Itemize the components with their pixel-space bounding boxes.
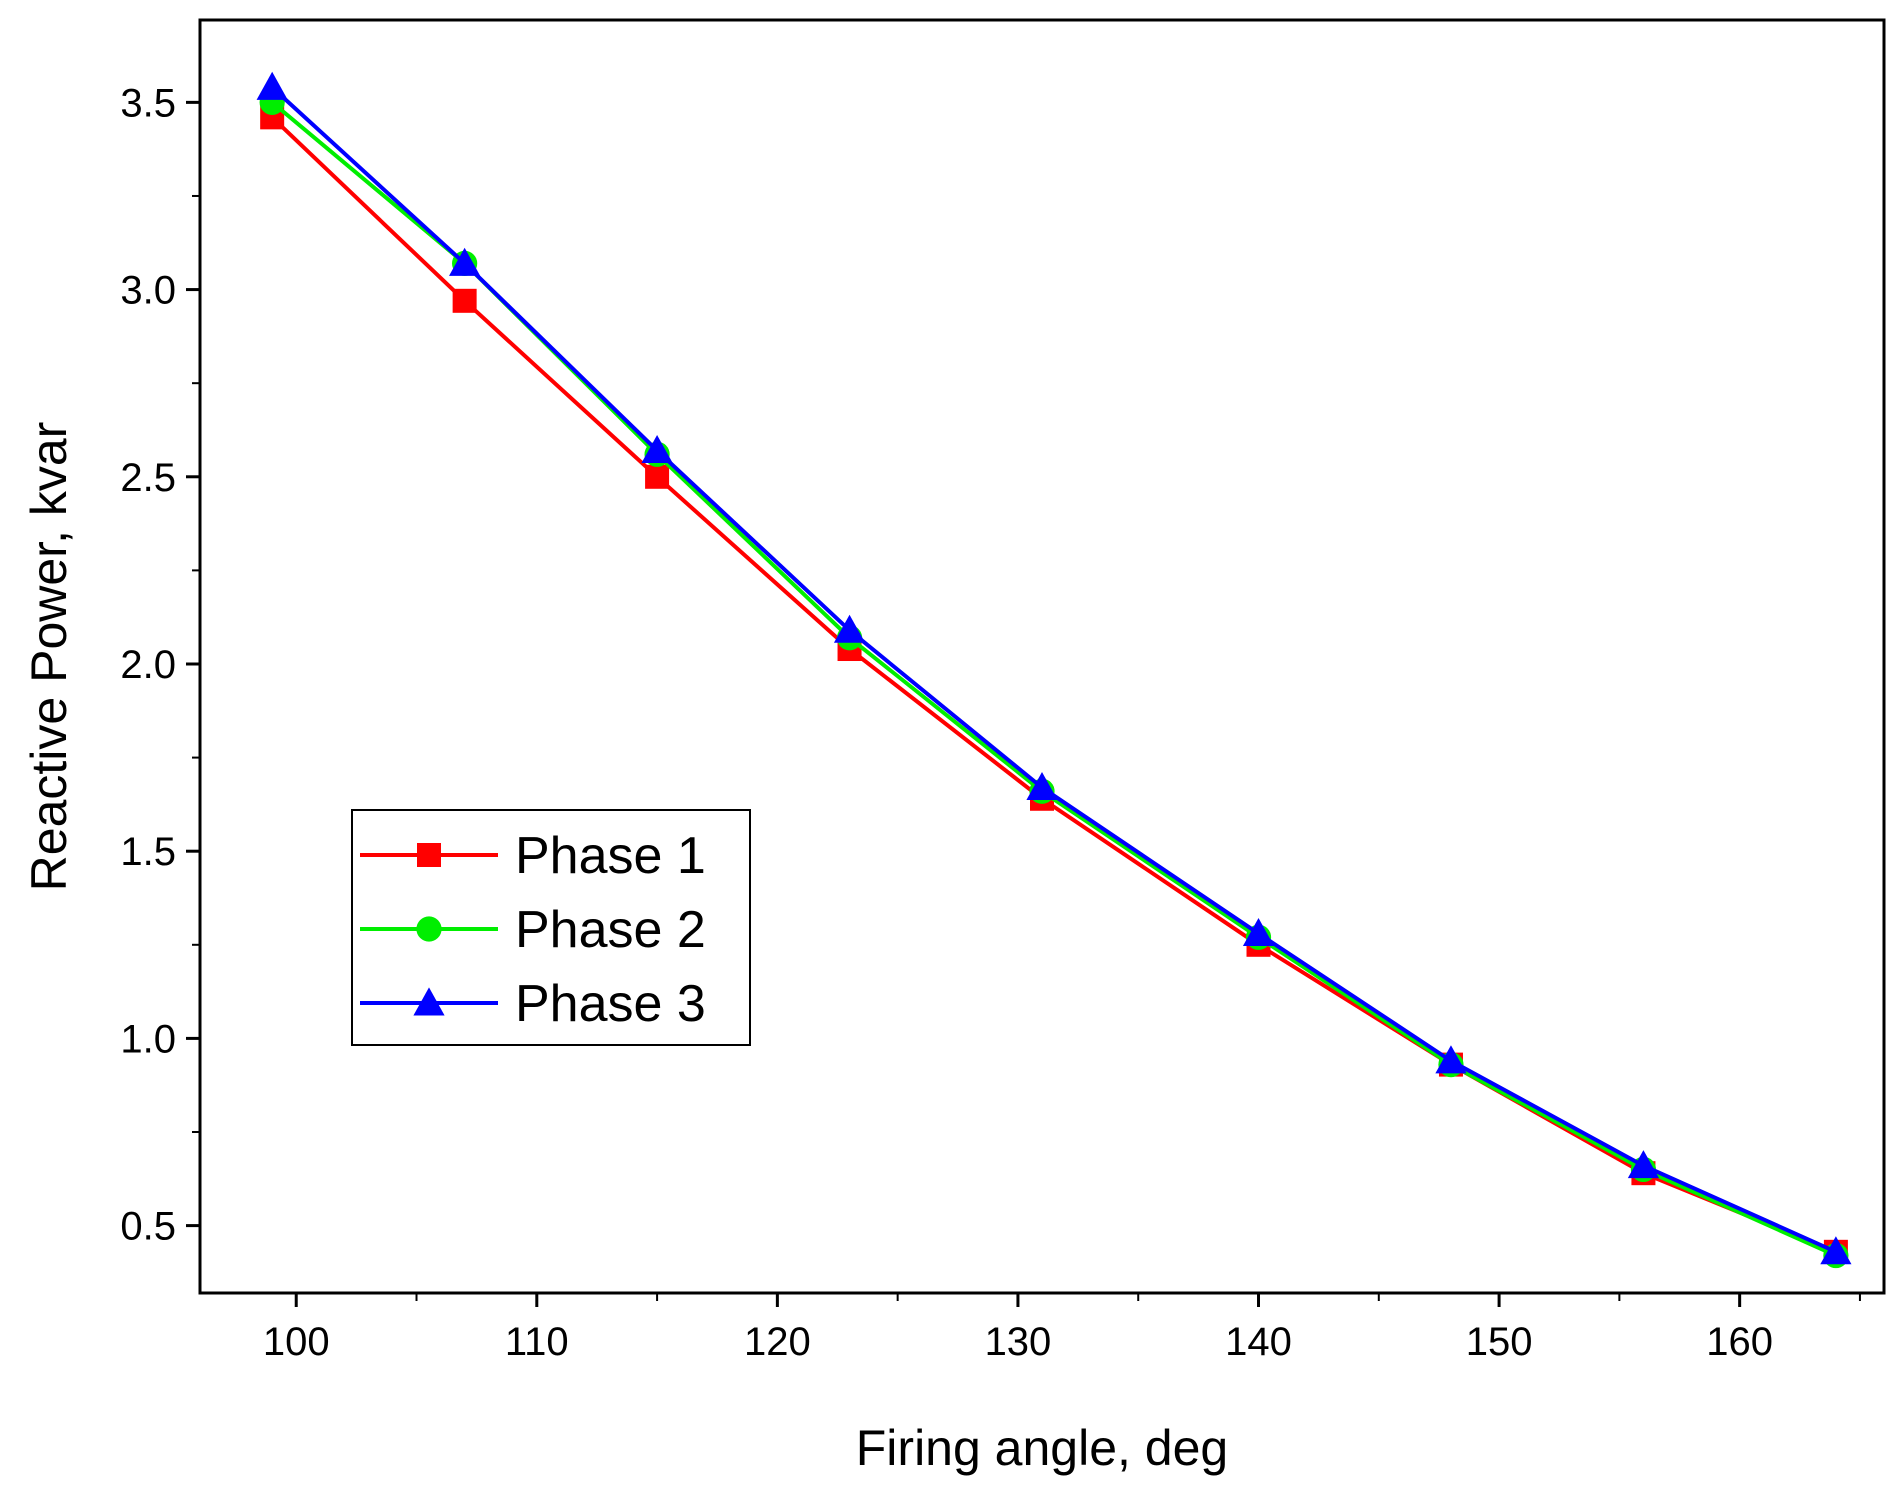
series-layer — [256, 71, 1852, 1269]
x-tick-label: 130 — [985, 1320, 1052, 1364]
y-tick-label: 1.5 — [120, 830, 176, 874]
axis-layer: 100 110 120 130 140 150 160 0.5 1.0 1.5 2.0 2.5 3.0 3… — [120, 81, 1861, 1364]
series-phase-3 — [256, 71, 1852, 1265]
series-phase-1 — [260, 105, 1848, 1264]
x-tick-label: 100 — [263, 1320, 330, 1364]
legend-swatch-marker — [413, 987, 445, 1016]
series-line — [270, 115, 1837, 1254]
y-tick-label: 1.0 — [120, 1017, 176, 1061]
x-tick-label: 120 — [744, 1320, 811, 1364]
data-point — [256, 71, 288, 100]
legend-label: Phase 2 — [515, 901, 706, 959]
y-tick-label: 2.0 — [120, 643, 176, 687]
series-line — [270, 85, 1837, 1254]
legend-swatch-marker — [416, 916, 442, 942]
data-point — [1627, 1150, 1660, 1179]
y-tick-label: 3.0 — [120, 269, 176, 313]
legend-entry: Phase 3 — [360, 975, 706, 1033]
data-point — [452, 288, 477, 313]
data-point — [1435, 1045, 1467, 1074]
y-tick-label: 2.5 — [120, 456, 176, 500]
data-point — [1820, 1236, 1852, 1265]
legend-label: Phase 1 — [515, 827, 706, 885]
data-point — [1242, 917, 1275, 947]
legend-entry: Phase 2 — [360, 901, 706, 959]
data-point — [833, 614, 866, 643]
legend-entry: Phase 1 — [360, 827, 706, 885]
y-axis-title: Reactive Power, kvar — [21, 422, 77, 892]
series-line — [270, 100, 1837, 1258]
x-tick-label: 160 — [1706, 1320, 1773, 1364]
data-point — [449, 247, 481, 276]
data-point — [1026, 771, 1058, 801]
legend-swatch-marker — [417, 843, 441, 867]
x-axis-title: Firing angle, deg — [856, 1420, 1228, 1476]
data-point — [645, 464, 670, 489]
plot-area — [198, 18, 1886, 1295]
x-tick-label: 150 — [1466, 1320, 1533, 1364]
series-phase-2 — [259, 89, 1849, 1269]
y-tick-label: 0.5 — [120, 1205, 176, 1249]
legend: Phase 1 Phase 2 Phase 3 — [351, 809, 751, 1046]
data-point — [641, 434, 673, 464]
legend-label: Phase 3 — [515, 975, 706, 1033]
x-tick-label: 110 — [505, 1320, 569, 1364]
x-tick-label: 140 — [1225, 1320, 1292, 1364]
y-tick-label: 3.5 — [120, 81, 176, 125]
